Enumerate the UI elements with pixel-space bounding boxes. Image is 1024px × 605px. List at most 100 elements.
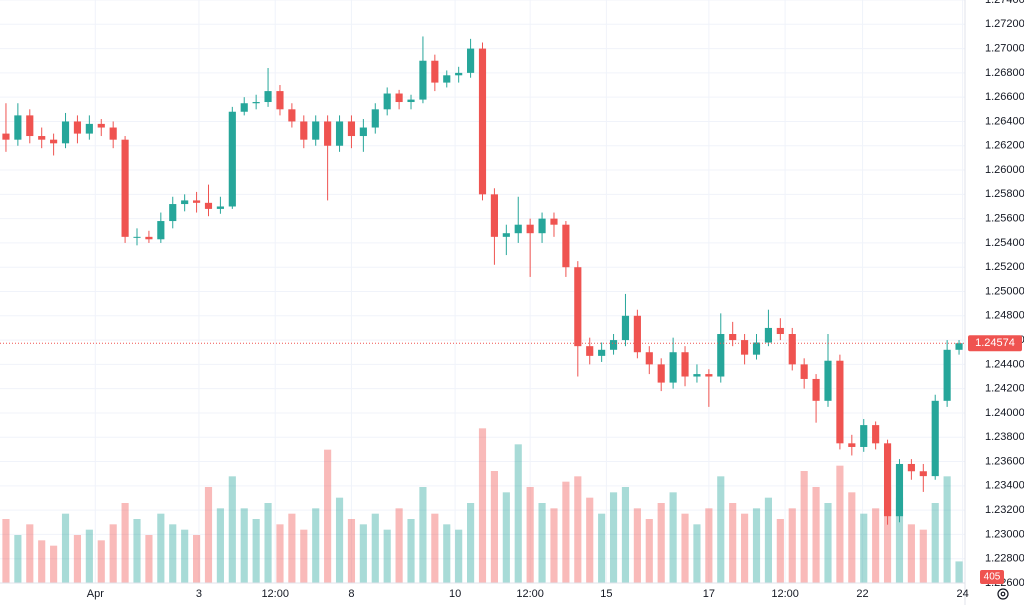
candle-body — [264, 91, 272, 103]
candle-body — [181, 200, 189, 205]
volume-bar — [61, 513, 70, 583]
volume-label-box — [980, 570, 1004, 584]
candle-body — [85, 123, 93, 134]
y-tick-label: 1.26800 — [985, 67, 1024, 79]
candle-body — [598, 349, 606, 356]
volume-bar — [14, 535, 22, 583]
volume-bar — [883, 487, 892, 583]
volume-bar — [109, 524, 117, 583]
candle-body — [2, 133, 10, 140]
volume-bar — [490, 471, 498, 583]
candle-body — [228, 111, 236, 207]
volume-bar — [872, 508, 880, 583]
volume-bar — [645, 519, 653, 583]
volume-bar — [443, 524, 451, 583]
volume-bar — [609, 492, 618, 583]
volume-bar — [431, 513, 439, 583]
y-tick-label: 1.25600 — [985, 213, 1024, 225]
y-tick-label: 1.24200 — [985, 383, 1024, 395]
candle-body — [848, 443, 856, 447]
candle-body — [717, 334, 725, 377]
volume-bar — [562, 481, 570, 583]
volume-bar — [526, 487, 534, 583]
candle-body — [97, 123, 105, 128]
candle-body — [800, 364, 808, 379]
volume-bar — [73, 535, 82, 583]
gear-center — [1000, 591, 1006, 597]
y-tick-label: 1.25000 — [985, 285, 1024, 297]
volume-bar — [419, 487, 427, 583]
gear-outline — [997, 588, 1009, 600]
volume-bar — [800, 471, 808, 583]
candle-body — [633, 315, 641, 353]
price-label-box — [968, 335, 1022, 352]
x-tick-label: 12:00 — [516, 588, 544, 600]
candle-body — [193, 200, 201, 203]
candle-body — [931, 400, 939, 477]
candle-body — [752, 342, 761, 355]
volume-bar — [264, 503, 272, 583]
volume-bar — [133, 519, 141, 583]
y-tick-label: 1.23600 — [985, 455, 1024, 467]
volume-bar — [907, 524, 915, 583]
volume-bar — [371, 513, 379, 583]
candle-body — [645, 352, 653, 365]
volume-bar — [598, 513, 606, 583]
candle-body — [669, 352, 677, 383]
volume-bar — [395, 508, 403, 583]
volume-bar — [240, 508, 248, 583]
volume-bar — [657, 503, 665, 583]
volume-layer — [2, 428, 963, 583]
candle-body — [157, 221, 165, 240]
x-tick-label: 22 — [856, 588, 868, 600]
volume-bar — [145, 535, 153, 583]
volume-bar — [335, 497, 344, 583]
y-tick-label: 1.24800 — [985, 310, 1024, 322]
volume-bar — [574, 476, 582, 583]
volume-bar — [181, 529, 189, 583]
candle-body — [514, 224, 522, 234]
volume-bar — [50, 545, 58, 583]
candle-body — [776, 327, 784, 335]
x-tick-label: 12:00 — [261, 588, 289, 600]
y-tick-label: 1.24000 — [985, 407, 1024, 419]
volume-bar — [478, 428, 487, 583]
y-tick-label: 1.25400 — [985, 237, 1024, 249]
candle-body — [812, 378, 820, 401]
candle-body — [586, 346, 594, 356]
y-tick-label: 1.23400 — [985, 480, 1024, 492]
candle-body — [133, 236, 141, 238]
y-tick-label: 1.27400 — [985, 0, 1024, 6]
candle-body — [550, 218, 558, 225]
candle-body — [467, 48, 475, 73]
candle-body — [872, 425, 880, 444]
candle-body — [431, 60, 439, 83]
candle-body — [14, 115, 22, 140]
volume-bar — [848, 492, 856, 583]
settings-button[interactable] — [997, 588, 1009, 600]
volume-bar — [157, 513, 165, 583]
axes: 1.226001.228001.230001.232001.234001.236… — [87, 0, 1024, 600]
volume-bar — [300, 529, 308, 583]
volume-bar — [764, 497, 772, 583]
x-tick-label: 15 — [600, 588, 612, 600]
y-tick-label: 1.26600 — [985, 91, 1024, 103]
volume-bar — [776, 519, 784, 583]
y-tick-label: 1.27000 — [985, 42, 1024, 54]
candle-body — [705, 374, 713, 377]
candle-body — [324, 121, 332, 146]
candle-body — [395, 93, 403, 103]
candle-body — [478, 48, 487, 195]
candle-body — [836, 360, 844, 444]
y-tick-label: 1.25800 — [985, 188, 1024, 200]
candle-body — [288, 109, 296, 122]
candle-body — [347, 121, 356, 137]
volume-bar — [276, 524, 284, 583]
candle-body — [455, 72, 463, 76]
candle-body — [26, 115, 34, 137]
volume-bar — [2, 519, 10, 583]
candle-body — [943, 349, 951, 401]
y-tick-label: 1.26200 — [985, 140, 1024, 152]
volume-bar — [550, 508, 558, 583]
